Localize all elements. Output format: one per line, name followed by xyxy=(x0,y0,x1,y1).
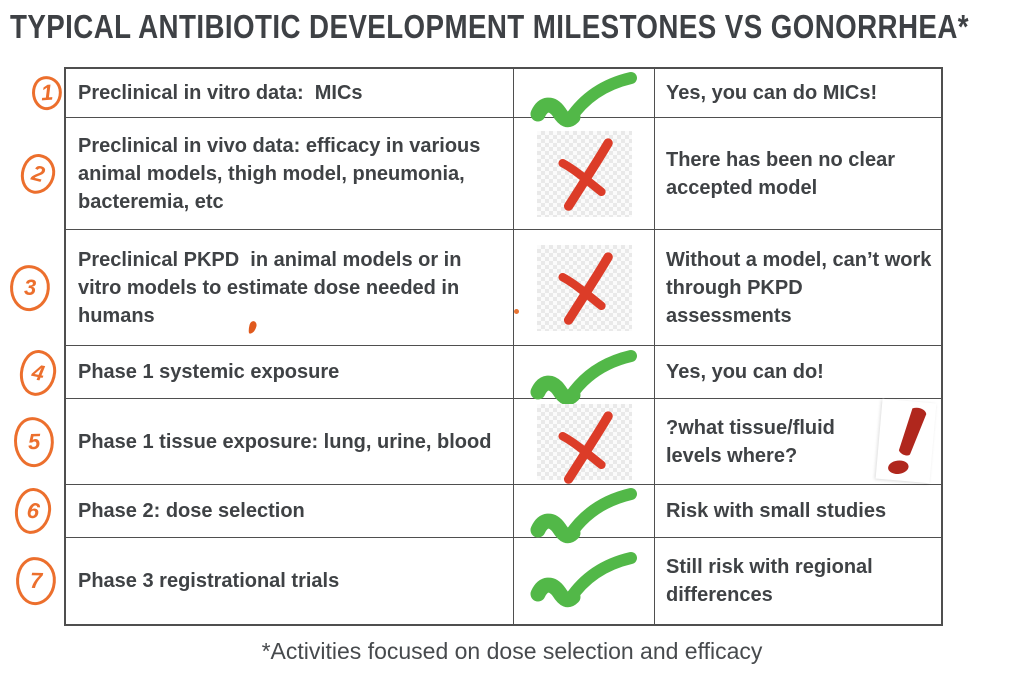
cross-icon xyxy=(536,403,632,484)
handwritten-number-6: 6 xyxy=(13,486,53,536)
milestone-cell-7: Phase 3 registrational trials xyxy=(66,538,514,624)
handwritten-number-2: 2 xyxy=(18,151,58,197)
comment-cell-3: Without a model, can’t work through PKPD… xyxy=(655,230,941,346)
footnote: *Activities focused on dose selection an… xyxy=(261,638,763,664)
stray-dot-mark xyxy=(514,309,519,314)
comment-cell-6: Risk with small studies xyxy=(655,485,941,538)
check-icon xyxy=(530,488,637,544)
handwritten-number-4: 4 xyxy=(18,348,58,398)
status-cell-3 xyxy=(514,230,655,346)
milestone-cell-4: Phase 1 systemic exposure xyxy=(66,346,514,399)
exclamation-icon xyxy=(875,398,937,484)
milestone-cell-6: Phase 2: dose selection xyxy=(66,485,514,538)
handwritten-number-7: 7 xyxy=(13,555,59,607)
handwritten-number-5: 5 xyxy=(10,414,58,470)
status-cell-6 xyxy=(514,485,655,544)
milestone-cell-1: Preclinical in vitro data: MICs xyxy=(66,69,514,118)
status-cell-1 xyxy=(514,69,655,128)
check-icon xyxy=(530,350,637,406)
handwritten-number-1: 1 xyxy=(29,73,65,113)
check-icon xyxy=(530,72,637,128)
milestone-cell-5: Phase 1 tissue exposure: lung, urine, bl… xyxy=(66,399,514,485)
status-cell-4 xyxy=(514,346,655,406)
comment-text: ?what tissue/fluid levels where? xyxy=(666,416,841,467)
check-icon xyxy=(530,552,637,608)
milestone-cell-2: Preclinical in vivo data: efficacy in va… xyxy=(66,118,514,230)
status-cell-7 xyxy=(514,538,655,624)
comment-cell-2: There has been no clear accepted model xyxy=(655,118,941,230)
comment-cell-5: ?what tissue/fluid levels where? xyxy=(655,398,941,485)
comment-cell-4: Yes, you can do! xyxy=(655,346,941,399)
handwritten-number-3: 3 xyxy=(7,263,53,313)
status-cell-2 xyxy=(514,118,655,230)
milestones-table: Preclinical in vitro data: MICs Yes, you… xyxy=(64,67,943,626)
page-title: TYPICAL ANTIBIOTIC DEVELOPMENT MILESTONE… xyxy=(10,8,969,45)
status-cell-5 xyxy=(514,399,655,485)
cross-icon xyxy=(536,244,632,331)
comment-cell-1: Yes, you can do MICs! xyxy=(655,69,941,118)
comment-cell-7: Still risk with regional differences xyxy=(666,556,879,606)
cross-icon xyxy=(536,130,632,217)
milestone-cell-3: Preclinical PKPD in animal models or in … xyxy=(66,230,514,346)
